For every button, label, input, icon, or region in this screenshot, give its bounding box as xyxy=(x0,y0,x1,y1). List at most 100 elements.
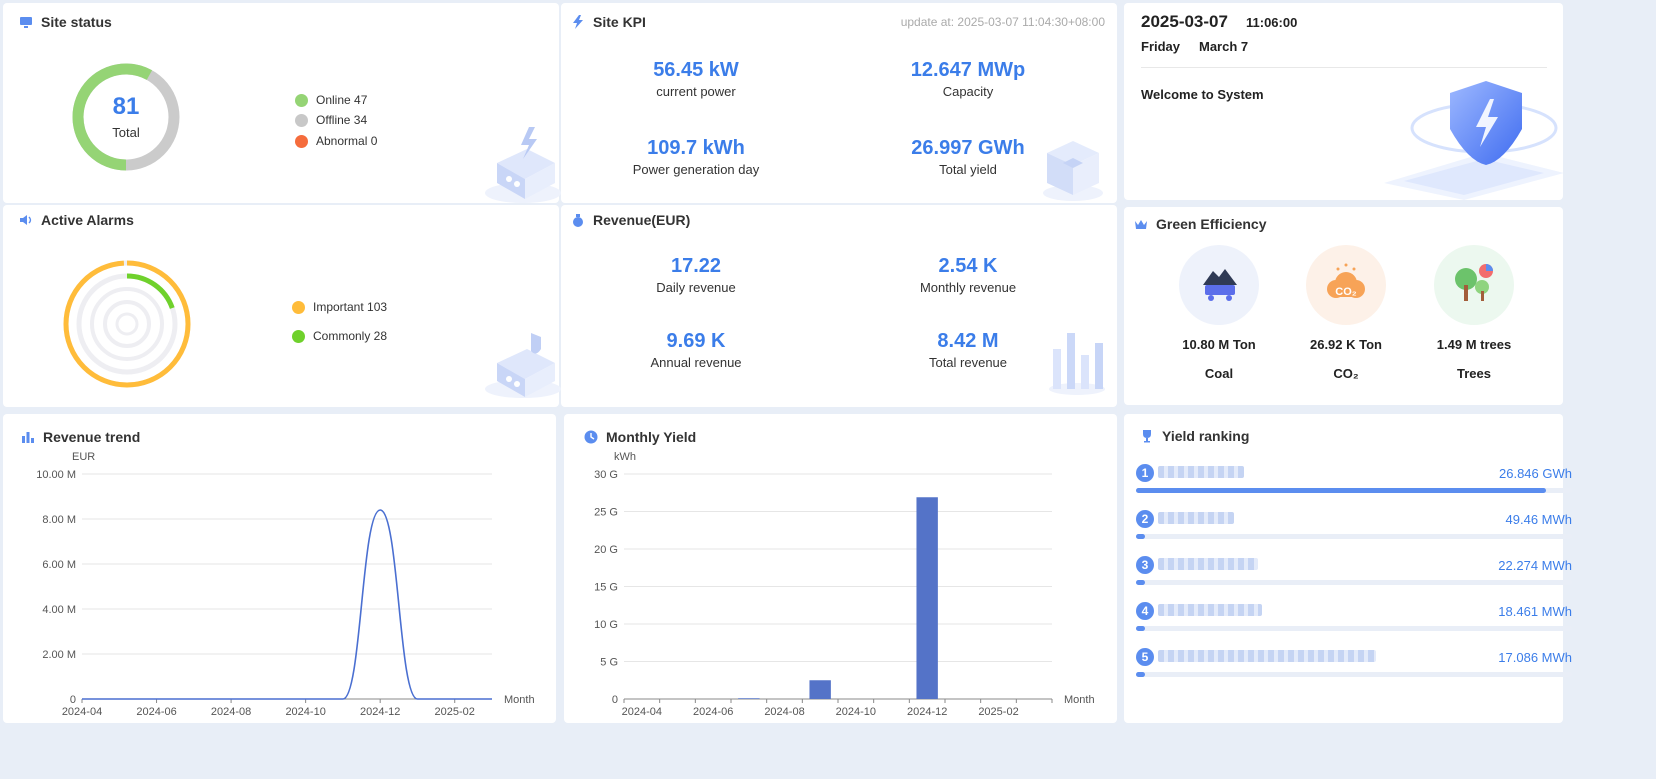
ranking-row[interactable]: 2 49.46 MWh xyxy=(1136,510,1572,550)
revenue-daily: 17.22 Daily revenue xyxy=(656,255,736,295)
revenue-series-line xyxy=(82,509,492,700)
trend-xtick-label: 2024-12 xyxy=(360,706,400,718)
rank-progress-track xyxy=(1136,626,1572,631)
trend-xtick-label: 2025-02 xyxy=(435,706,475,718)
trend-ytick-label: 8.00 M xyxy=(42,514,76,526)
important-ring xyxy=(63,260,191,388)
legend-online: Online 47 xyxy=(295,93,367,107)
rank-value: 22.274 MWh xyxy=(1498,558,1572,573)
ranking-row[interactable]: 3 22.274 MWh xyxy=(1136,556,1572,596)
yield-xtick-label: 2024-04 xyxy=(622,706,662,718)
site-status-title: Site status xyxy=(19,14,112,30)
trend-ytick-label: 6.00 M xyxy=(42,559,76,571)
monthly-yield-title: Monthly Yield xyxy=(584,429,696,445)
yield-ytick-label: 20 G xyxy=(594,544,618,556)
ranking-row[interactable]: 4 18.461 MWh xyxy=(1136,602,1572,642)
active-alarms-title: Active Alarms xyxy=(19,212,134,228)
svg-text:CO₂: CO₂ xyxy=(1335,286,1357,298)
crown-icon xyxy=(1135,220,1147,229)
yield-ytick-label: 10 G xyxy=(594,619,618,631)
ranking-row[interactable]: 5 17.086 MWh xyxy=(1136,648,1572,688)
yield-ytick-label: 30 G xyxy=(594,469,618,481)
site-total-value: 81 xyxy=(113,93,140,120)
site-status-donut: 81 Total xyxy=(72,63,180,171)
kpi-capacity: 12.647 MWp Capacity xyxy=(910,59,1026,99)
yield-ytick-label: 0 xyxy=(612,694,618,706)
rank-progress-fill xyxy=(1136,488,1546,493)
yield-xtick-label: 2025-02 xyxy=(978,706,1018,718)
current-time: 11:06:00 xyxy=(1246,15,1298,30)
trend-unit-label: EUR xyxy=(72,451,95,463)
ranking-row[interactable]: 1 26.846 GWh xyxy=(1136,464,1572,504)
legend-important: Important 103 xyxy=(292,300,387,314)
rank-number: 4 xyxy=(1136,602,1154,620)
trend-xtick-label: 2024-06 xyxy=(136,706,176,718)
bars-illustration xyxy=(1049,333,1105,395)
rank-value: 17.086 MWh xyxy=(1498,650,1572,665)
commonly-dot xyxy=(292,329,305,343)
revenue-trend-card: Revenue trend 0 2.00 M 4.00 M 6.00 M 8.00 M 1… xyxy=(3,414,556,723)
rank-site-name-redacted xyxy=(1158,558,1258,570)
rank-number: 1 xyxy=(1136,464,1154,482)
yield-xtick-label: 2024-10 xyxy=(836,706,876,718)
monthly-yield-chart: 0 5 G 10 G 15 G 20 G 25 G 30 G kWh Month 2024-04 2… xyxy=(594,451,1094,718)
rank-site-name-redacted xyxy=(1158,650,1376,662)
yield-ytick-label: 15 G xyxy=(594,582,618,594)
legend-commonly: Commonly 28 xyxy=(292,329,387,343)
legend-offline: Offline 34 xyxy=(295,113,367,127)
site-total-label: Total xyxy=(112,125,140,140)
trend-ytick-label: 0 xyxy=(70,694,76,706)
trend-xtick-label: 2024-10 xyxy=(285,706,325,718)
coal-icon xyxy=(1179,245,1259,325)
yield-ytick-label: 5 G xyxy=(600,657,618,669)
rank-site-name-redacted xyxy=(1158,512,1234,524)
revenue-trend-title: Revenue trend xyxy=(21,429,140,445)
kpi-power-day: 109.7 kWh Power generation day xyxy=(632,137,760,177)
power-box-illustration xyxy=(485,127,561,203)
rank-value: 26.846 GWh xyxy=(1499,466,1572,481)
yield-unit-label: kWh xyxy=(614,451,636,463)
green-co2: CO₂ 26.92 K Ton CO₂ xyxy=(1281,245,1411,381)
yield-xtick-label: 2024-06 xyxy=(693,706,733,718)
kpi-total-yield: 26.997 GWh Total yield xyxy=(911,137,1025,177)
welcome-card: 2025-03-07 11:06:00 Friday March 7 Welco… xyxy=(1124,3,1563,200)
yield-bar[interactable] xyxy=(916,497,938,699)
trend-xaxis-name: Month xyxy=(504,694,535,706)
rank-progress-track xyxy=(1136,534,1572,539)
rank-number: 5 xyxy=(1136,648,1154,666)
rank-value: 18.461 MWh xyxy=(1498,604,1572,619)
kpi-current-power: 56.45 kW current power xyxy=(653,59,739,99)
alarms-ring-chart xyxy=(63,260,191,388)
active-alarms-card: Active Alarms Important 103 Commonly 28 xyxy=(3,205,561,407)
offline-dot xyxy=(295,113,308,127)
rank-progress-track xyxy=(1136,488,1572,493)
lightning-icon xyxy=(573,15,583,29)
site-kpi-card: Site KPI update at: 2025-03-07 11:04:30+… xyxy=(561,3,1117,203)
rank-site-name-redacted xyxy=(1158,604,1262,616)
rank-value: 49.46 MWh xyxy=(1505,512,1572,527)
online-arc xyxy=(72,63,180,171)
yield-bar[interactable] xyxy=(809,680,831,699)
weekday: Friday xyxy=(1141,39,1181,54)
online-dot xyxy=(295,93,308,107)
green-coal: 10.80 M Ton Coal xyxy=(1154,245,1284,381)
green-trees: 1.49 M trees Trees xyxy=(1409,245,1539,381)
cube-illustration xyxy=(1043,141,1103,201)
welcome-divider xyxy=(1141,67,1547,68)
yield-xtick-label: 2024-08 xyxy=(764,706,804,718)
revenue-title: Revenue(EUR) xyxy=(571,212,690,228)
money-bag-icon xyxy=(573,214,583,227)
alarm-box-illustration xyxy=(485,333,561,398)
rank-site-name-redacted xyxy=(1158,466,1244,478)
clock-icon xyxy=(584,430,598,444)
rank-progress-fill xyxy=(1136,626,1145,631)
rank-number: 2 xyxy=(1136,510,1154,528)
revenue-card: Revenue(EUR) 17.22 Daily revenue 2.54 K Mo… xyxy=(561,205,1117,407)
yield-ranking-card: Yield ranking 1 26.846 GWh 2 49.46 MWh 3 22.2… xyxy=(1124,414,1572,723)
important-dot xyxy=(292,300,305,314)
yield-ranking-title: Yield ranking xyxy=(1140,428,1249,444)
yield-xtick-label: 2024-12 xyxy=(907,706,947,718)
revenue-trend-chart: 0 2.00 M 4.00 M 6.00 M 8.00 M 10.00 M EUR Month… xyxy=(36,451,535,718)
yield-bar[interactable] xyxy=(738,698,760,699)
monthly-yield-card: Monthly Yield 0 5 G 10 G 15 G 20 G 25 G 30 G kW… xyxy=(564,414,1117,723)
